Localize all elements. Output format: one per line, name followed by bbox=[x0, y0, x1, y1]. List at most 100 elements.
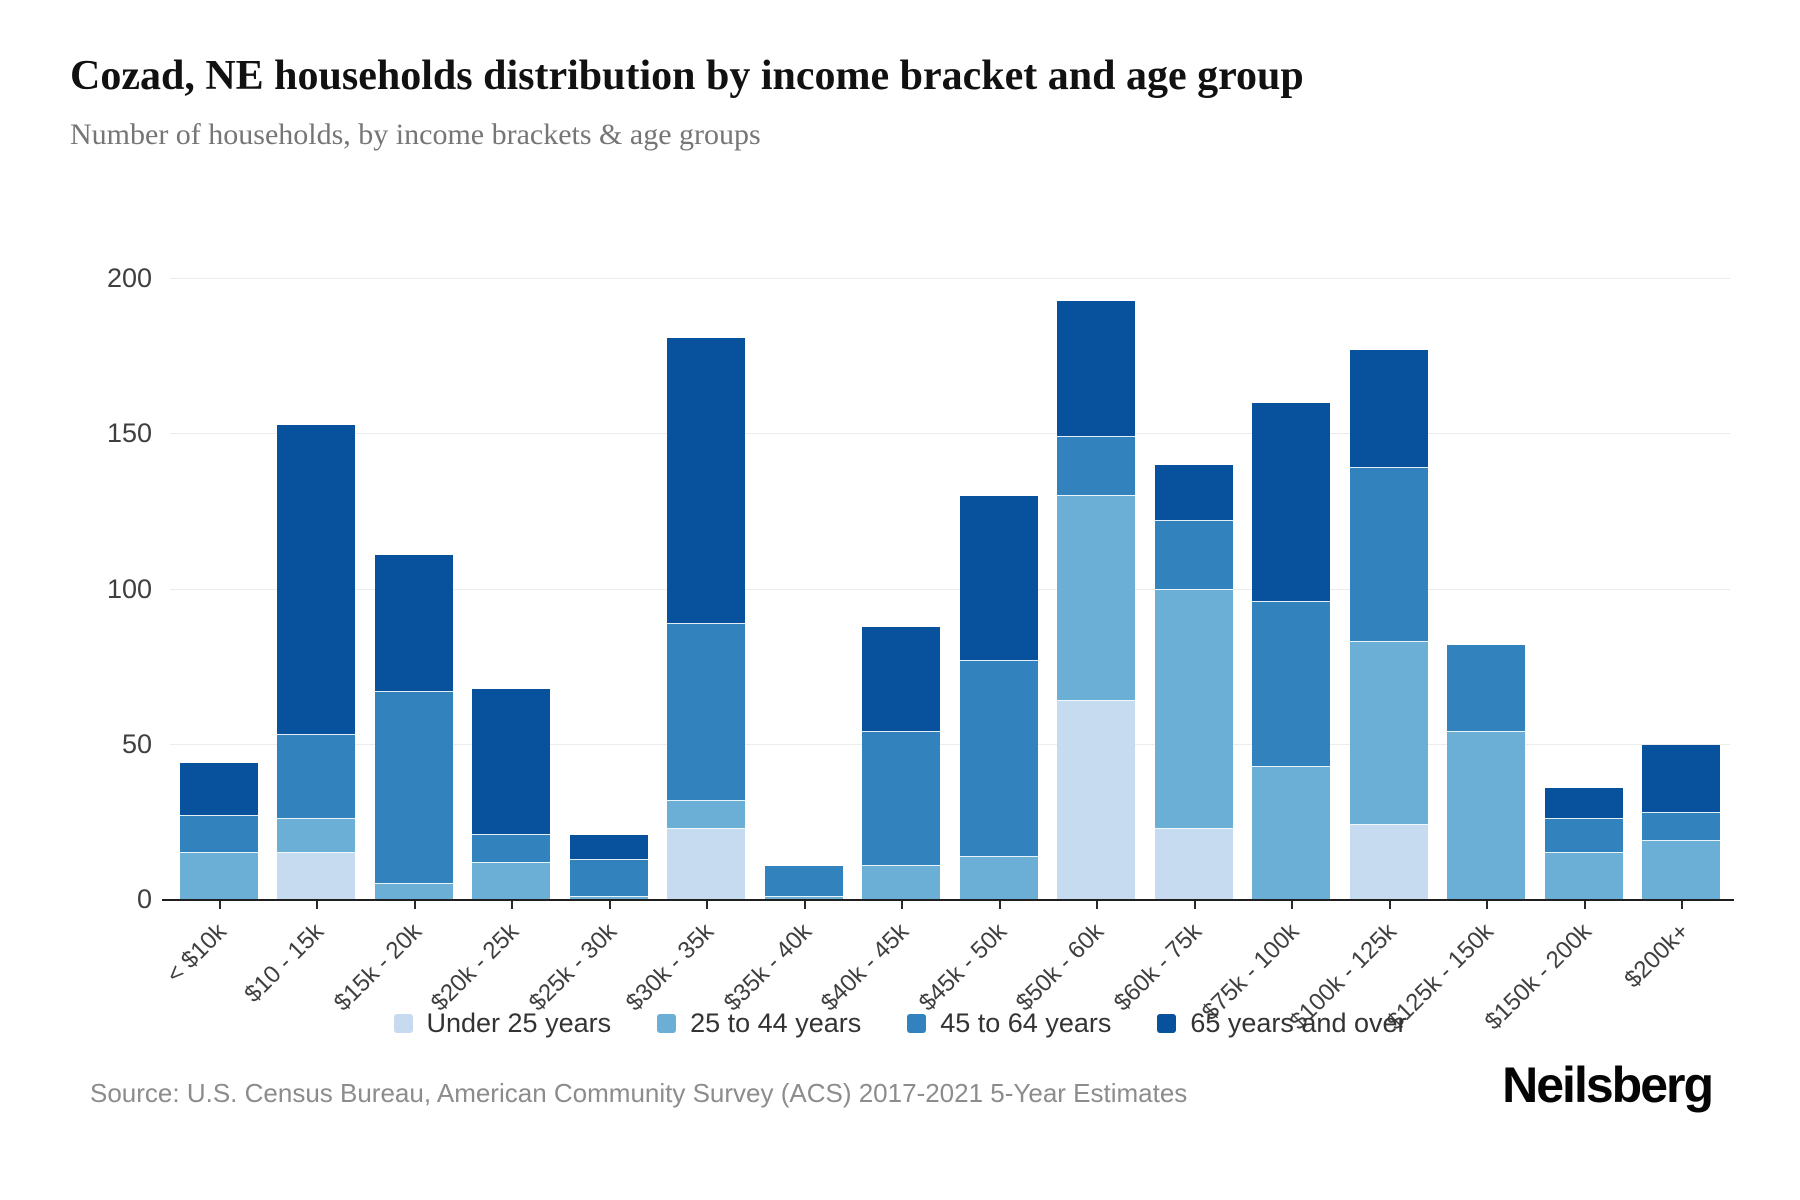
x-axis-line bbox=[162, 899, 1734, 901]
bar-segment[interactable] bbox=[179, 763, 258, 817]
bar-segment[interactable] bbox=[374, 555, 453, 692]
bar-segment[interactable] bbox=[1154, 521, 1233, 590]
bar-segment[interactable] bbox=[1642, 813, 1721, 842]
bar-segment[interactable] bbox=[277, 735, 356, 820]
bar-segment[interactable] bbox=[1447, 732, 1526, 900]
legend-item[interactable]: 25 to 44 years bbox=[657, 1008, 861, 1039]
bar-segment[interactable] bbox=[1349, 350, 1428, 469]
bar-segment[interactable] bbox=[1349, 468, 1428, 643]
bar-slot: $25k - 30k bbox=[523, 279, 657, 1016]
bar-segment[interactable] bbox=[374, 691, 453, 885]
legend-item[interactable]: 65 years and over bbox=[1157, 1008, 1407, 1039]
bar-segment[interactable] bbox=[1349, 825, 1428, 900]
bars-container: < $10k $10 - 15k $15k - 20k $20k - 25k $25k … bbox=[161, 279, 1730, 1035]
stacked-bar-$40k - 45k[interactable] bbox=[862, 626, 941, 900]
bar-segment[interactable] bbox=[764, 865, 843, 897]
y-tick-label: 50 bbox=[121, 728, 152, 759]
gridline-y100 bbox=[170, 588, 1730, 590]
bar-segment[interactable] bbox=[959, 856, 1038, 900]
bar-segment[interactable] bbox=[1252, 766, 1331, 900]
bar-segment[interactable] bbox=[1349, 642, 1428, 826]
bar-slot: $45k - 50k bbox=[913, 279, 1047, 1016]
y-tick-label: 100 bbox=[106, 573, 152, 604]
bar-segment[interactable] bbox=[959, 660, 1038, 857]
stacked-bar-$100k - 125k[interactable] bbox=[1349, 350, 1428, 900]
stacked-bar-$75k - 100k[interactable] bbox=[1252, 403, 1331, 900]
bar-segment[interactable] bbox=[179, 853, 258, 900]
stacked-bar-$35k - 40k[interactable] bbox=[764, 865, 843, 900]
bar-segment[interactable] bbox=[959, 496, 1038, 661]
bar-segment[interactable] bbox=[277, 424, 356, 736]
bar-segment[interactable] bbox=[1154, 589, 1233, 829]
bar-segment[interactable] bbox=[1447, 645, 1526, 733]
x-tick bbox=[316, 901, 319, 909]
bar-segment[interactable] bbox=[1642, 841, 1721, 900]
bar-segment[interactable] bbox=[472, 688, 551, 835]
stacked-bar-$125k - 150k[interactable] bbox=[1447, 645, 1526, 900]
bar-segment[interactable] bbox=[472, 834, 551, 863]
bar-segment[interactable] bbox=[1252, 403, 1331, 602]
bar-segment[interactable] bbox=[1642, 744, 1721, 814]
bar-segment[interactable] bbox=[1057, 437, 1136, 497]
legend: Under 25 years 25 to 44 years 45 to 64 yea… bbox=[0, 1008, 1800, 1039]
bar-segment[interactable] bbox=[862, 865, 941, 900]
bar-segment[interactable] bbox=[1252, 601, 1331, 767]
stacked-bar-$60k - 75k[interactable] bbox=[1154, 465, 1233, 900]
stacked-bar-$20k - 25k[interactable] bbox=[472, 688, 551, 900]
stacked-bar-$150k - 200k[interactable] bbox=[1544, 788, 1623, 900]
stacked-bar-$45k - 50k[interactable] bbox=[959, 496, 1038, 900]
bar-segment[interactable] bbox=[862, 626, 941, 733]
x-tick bbox=[413, 901, 416, 909]
x-axis-label: $10 - 15k bbox=[239, 918, 330, 1008]
bar-segment[interactable] bbox=[569, 896, 648, 900]
bar-segment[interactable] bbox=[667, 623, 746, 801]
x-axis-label: $30k - 35k bbox=[620, 918, 720, 1017]
stacked-bar-$25k - 30k[interactable] bbox=[569, 834, 648, 900]
bar-segment[interactable] bbox=[1057, 701, 1136, 900]
bar-segment[interactable] bbox=[1057, 496, 1136, 702]
bar-slot: < $10k bbox=[161, 279, 267, 989]
bar-segment[interactable] bbox=[569, 834, 648, 860]
bar-segment[interactable] bbox=[667, 828, 746, 900]
bar-segment[interactable] bbox=[667, 800, 746, 829]
x-tick bbox=[511, 901, 514, 909]
bar-segment[interactable] bbox=[472, 862, 551, 900]
gridline-y150 bbox=[170, 433, 1730, 435]
x-tick bbox=[706, 901, 709, 909]
bar-slot: $40k - 45k bbox=[816, 279, 950, 1016]
gridline-y200 bbox=[170, 278, 1730, 279]
bar-segment[interactable] bbox=[1544, 788, 1623, 820]
bar-segment[interactable] bbox=[667, 338, 746, 624]
x-axis-label: $45k - 50k bbox=[913, 918, 1012, 1017]
bar-segment[interactable] bbox=[1544, 853, 1623, 900]
legend-label: 25 to 44 years bbox=[690, 1008, 862, 1038]
bar-segment[interactable] bbox=[1154, 465, 1233, 522]
bar-slot: $60k - 75k bbox=[1108, 279, 1242, 1016]
source-note: Source: U.S. Census Bureau, American Com… bbox=[90, 1078, 1188, 1108]
stacked-bar-$15k - 20k[interactable] bbox=[374, 555, 453, 900]
bar-segment[interactable] bbox=[277, 853, 356, 900]
x-axis-label: $200k+ bbox=[1619, 918, 1695, 994]
bar-segment[interactable] bbox=[569, 859, 648, 897]
stacked-bar-< $10k[interactable] bbox=[179, 763, 258, 900]
x-tick bbox=[1486, 901, 1489, 909]
bar-slot: $75k - 100k bbox=[1197, 279, 1340, 1026]
x-tick bbox=[1388, 901, 1391, 909]
bar-segment[interactable] bbox=[1057, 300, 1136, 438]
stacked-bar-$200k+[interactable] bbox=[1642, 744, 1721, 900]
bar-segment[interactable] bbox=[764, 896, 843, 900]
bar-segment[interactable] bbox=[179, 816, 258, 854]
stacked-bar-$50k - 60k[interactable] bbox=[1057, 300, 1136, 900]
page-title: Cozad, NE households distribution by inc… bbox=[70, 53, 1304, 99]
x-tick bbox=[608, 901, 611, 909]
bar-segment[interactable] bbox=[1154, 828, 1233, 900]
legend-item[interactable]: 45 to 64 years bbox=[907, 1008, 1111, 1039]
x-tick bbox=[998, 901, 1001, 909]
bar-segment[interactable] bbox=[277, 819, 356, 854]
bar-segment[interactable] bbox=[374, 884, 453, 900]
bar-segment[interactable] bbox=[862, 732, 941, 866]
stacked-bar-$30k - 35k[interactable] bbox=[667, 338, 746, 900]
bar-segment[interactable] bbox=[1544, 819, 1623, 854]
stacked-bar-$10 - 15k[interactable] bbox=[277, 424, 356, 900]
legend-item[interactable]: Under 25 years bbox=[393, 1008, 611, 1039]
